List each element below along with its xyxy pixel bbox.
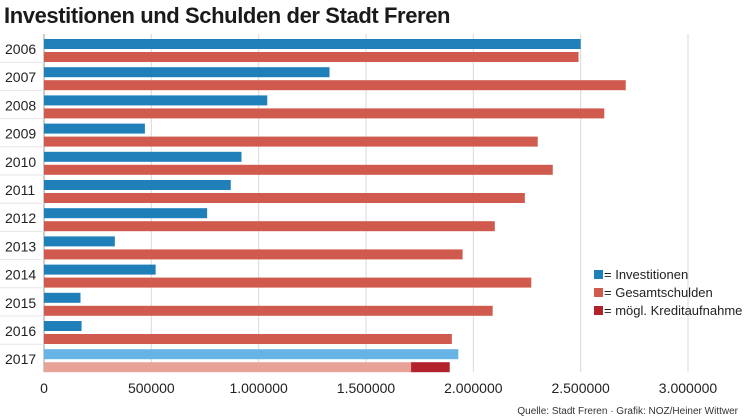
- year-label: 2015: [5, 295, 36, 311]
- bar-investitionen-2016: [44, 321, 82, 331]
- legend-swatch: [594, 288, 603, 297]
- year-label: 2007: [5, 69, 36, 85]
- year-label: 2016: [5, 323, 36, 339]
- bar-investitionen-2013: [44, 236, 115, 247]
- bar-gesamtschulden-2010: [44, 164, 553, 175]
- bar-gesamtschulden-2007: [44, 80, 626, 91]
- bar-investitionen-2017: [44, 349, 459, 360]
- legend-swatch: [594, 270, 603, 279]
- chart-title: Investitionen und Schulden der Stadt Fre…: [4, 3, 451, 28]
- year-label: 2008: [5, 97, 36, 113]
- x-tick-label: 2.000000: [444, 380, 503, 396]
- x-tick-label: 1.000000: [229, 380, 288, 396]
- legend-label: = Gesamtschulden: [604, 285, 713, 300]
- x-tick-label: 0: [40, 380, 48, 396]
- x-tick-label: 2.500000: [551, 380, 610, 396]
- year-label: 2013: [5, 238, 36, 254]
- year-label: 2017: [5, 351, 36, 367]
- bar-investitionen-2006: [44, 39, 581, 49]
- legend-label: = Investitionen: [604, 267, 688, 282]
- x-tick-label: 500000: [128, 380, 175, 396]
- bar-gesamtschulden-2014: [44, 277, 532, 288]
- bar-gesamtschulden-2013: [44, 249, 463, 260]
- bar-gesamtschulden-2015: [44, 305, 493, 316]
- bar-investitionen-2009: [44, 123, 145, 134]
- year-label: 2009: [5, 126, 36, 142]
- legend-swatch: [594, 306, 603, 315]
- source-credit: Quelle: Stadt Freren · Grafik: NOZ/Heine…: [517, 406, 738, 417]
- bar-gesamtschulden-2012: [44, 221, 495, 232]
- bar-investitionen-2014: [44, 264, 156, 275]
- year-label: 2006: [5, 41, 36, 57]
- bar-investitionen-2015: [44, 292, 81, 303]
- bar-investitionen-2008: [44, 95, 268, 106]
- bar-gesamtschulden-2011: [44, 193, 525, 203]
- bar-investitionen-2010: [44, 151, 242, 162]
- x-tick-label: 3.000000: [659, 380, 718, 396]
- bar-investitionen-2007: [44, 67, 330, 78]
- year-label: 2012: [5, 210, 36, 226]
- year-label: 2010: [5, 154, 36, 170]
- bar-gesamtschulden-2016: [44, 334, 452, 344]
- x-tick-label: 1.500000: [337, 380, 396, 396]
- bar-kreditaufnahme-2017: [411, 362, 450, 373]
- year-label: 2011: [5, 182, 35, 198]
- year-label: 2014: [5, 267, 36, 283]
- legend-label: = mögl. Kreditaufnahme: [604, 303, 742, 318]
- bar-gesamtschulden-2006: [44, 52, 579, 62]
- bar-gesamtschulden-2008: [44, 108, 605, 119]
- bar-investitionen-2012: [44, 208, 208, 219]
- bar-gesamtschulden-2009: [44, 136, 538, 147]
- bar-gesamtschulden-2017: [44, 362, 412, 373]
- bar-investitionen-2011: [44, 180, 231, 190]
